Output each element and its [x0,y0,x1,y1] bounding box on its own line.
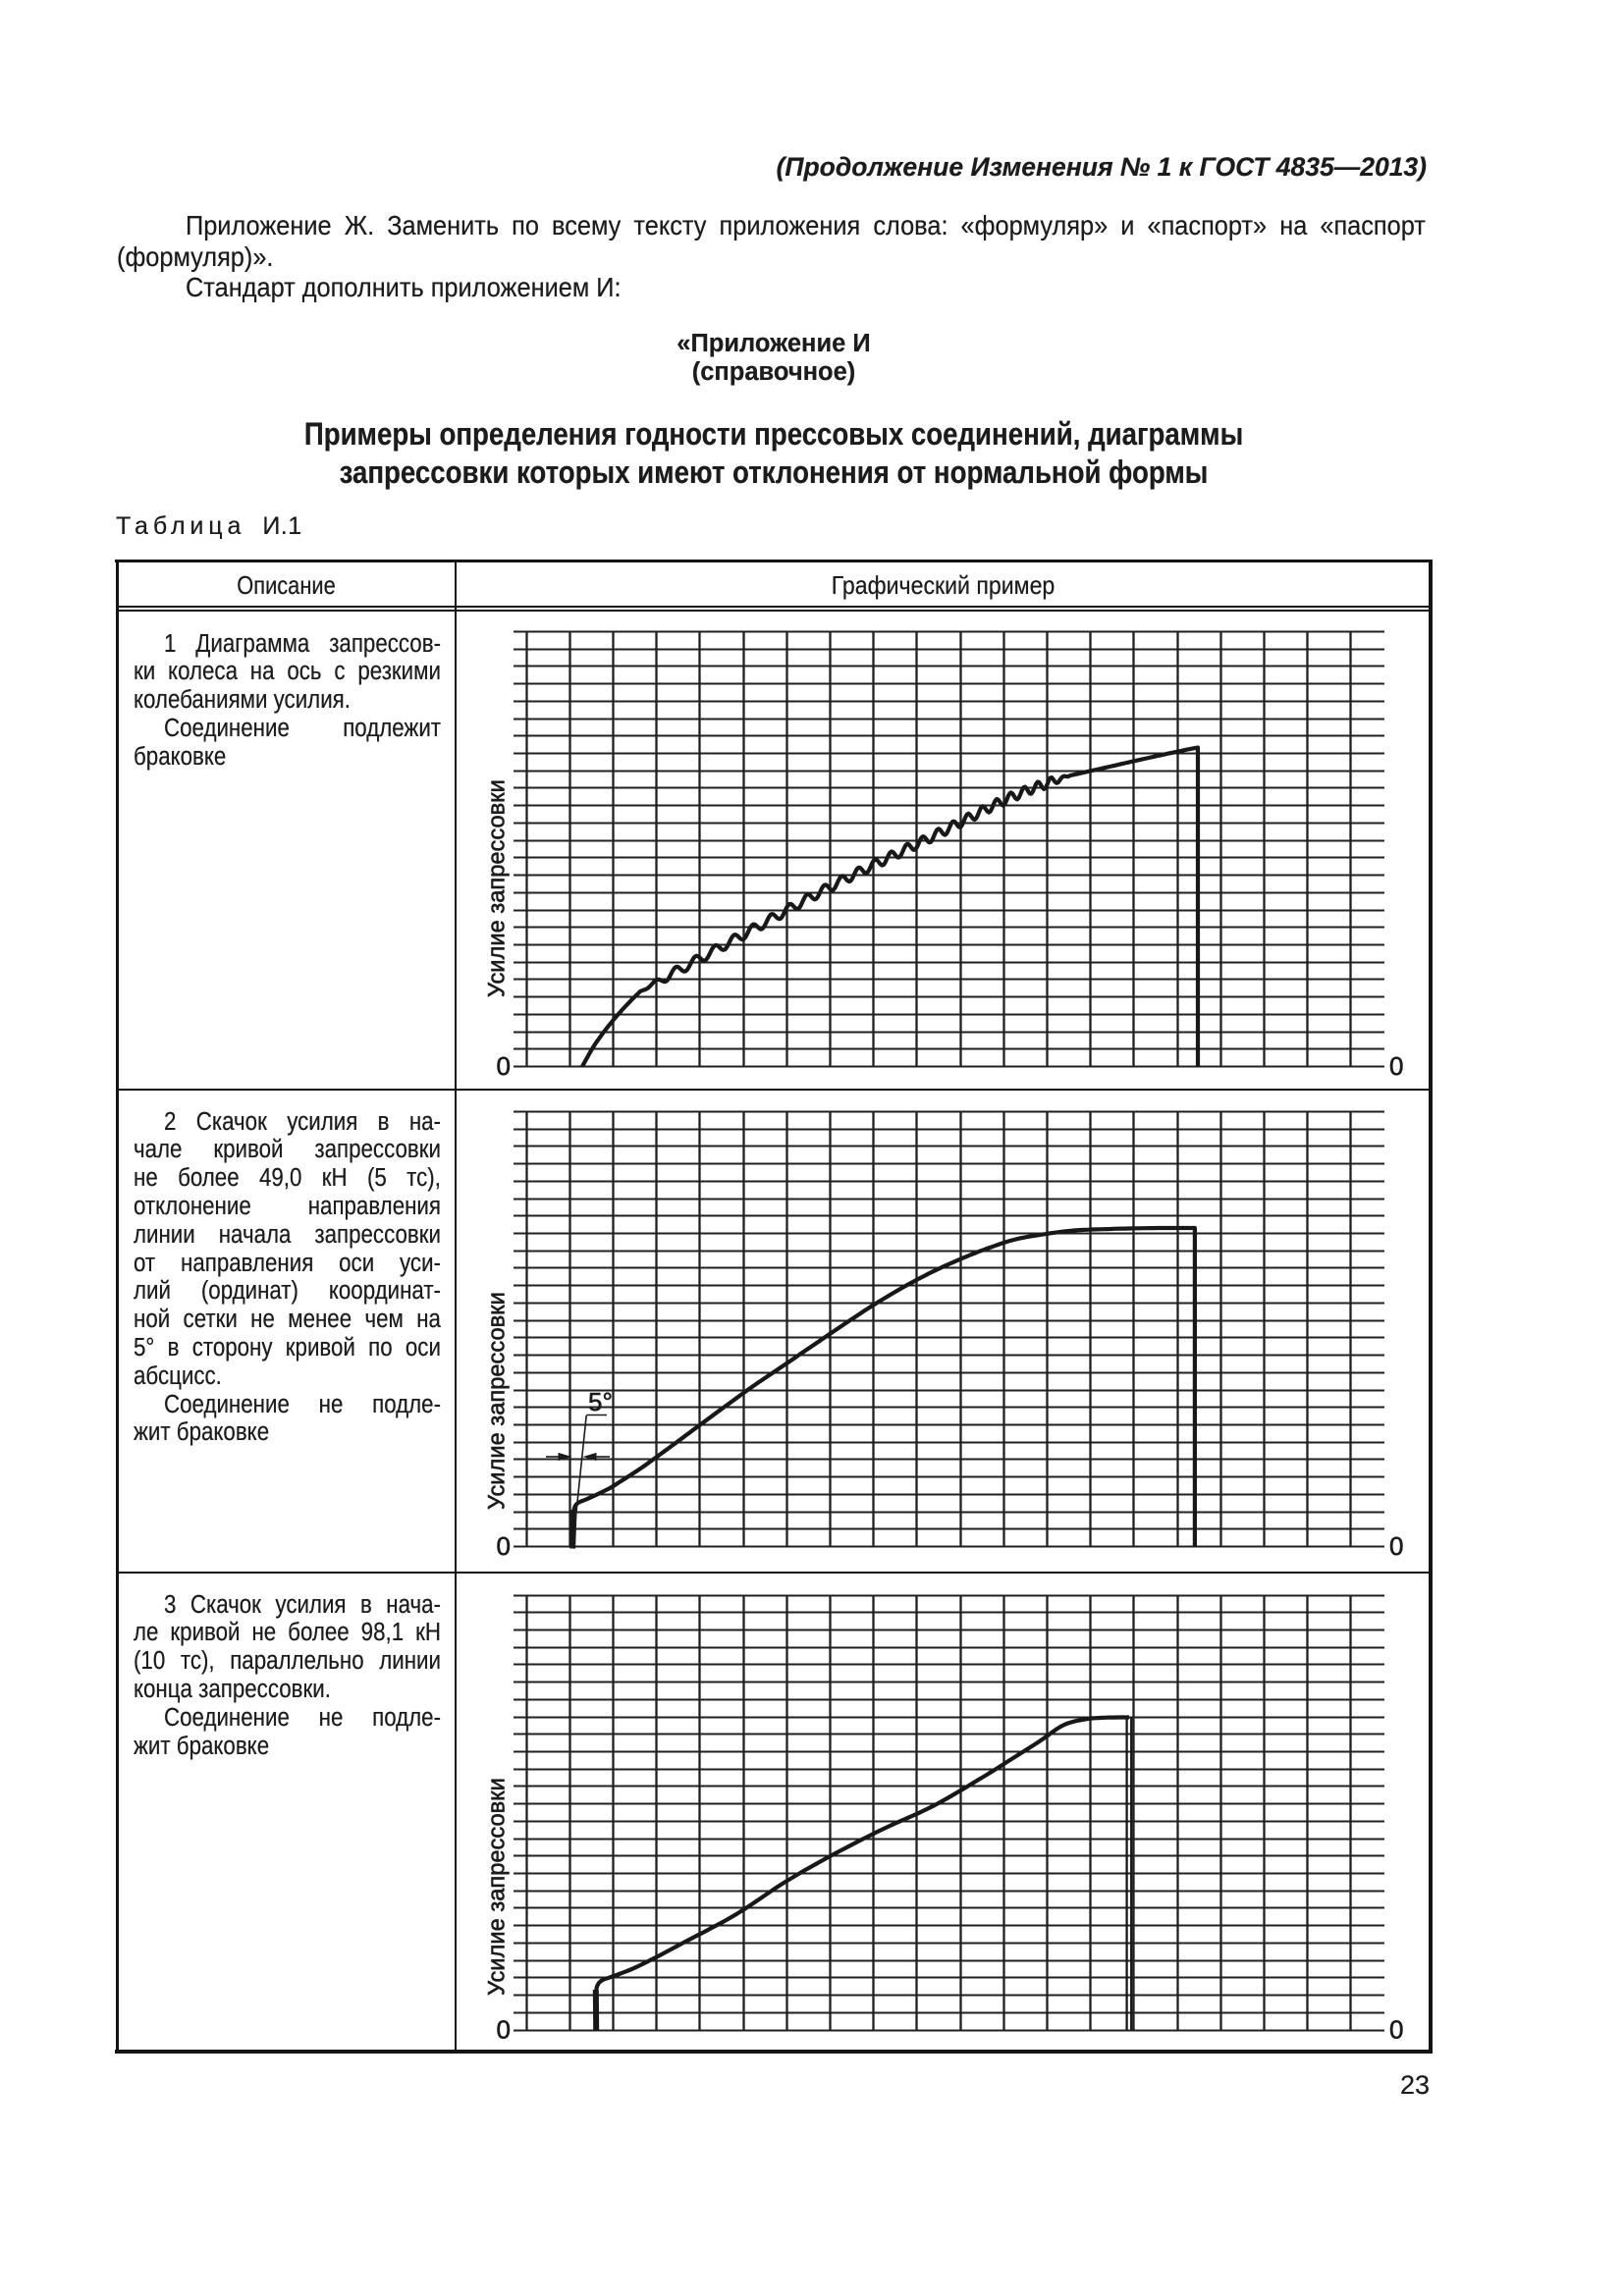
svg-text:Усилие запрессовки: Усилие запрессовки [485,779,511,997]
svg-text:0: 0 [1389,1531,1403,1561]
svg-text:Усилие запрессовки: Усилие запрессовки [485,1778,511,1996]
svg-text:0: 0 [497,1051,511,1081]
svg-text:0: 0 [1389,2015,1403,2045]
svg-text:0: 0 [1389,1051,1403,1081]
svg-text:0: 0 [497,2015,511,2045]
svg-text:Усилие запрессовки: Усилие запрессовки [485,1292,511,1510]
svg-text:0: 0 [497,1531,511,1561]
svg-text:5°: 5° [588,1387,613,1416]
